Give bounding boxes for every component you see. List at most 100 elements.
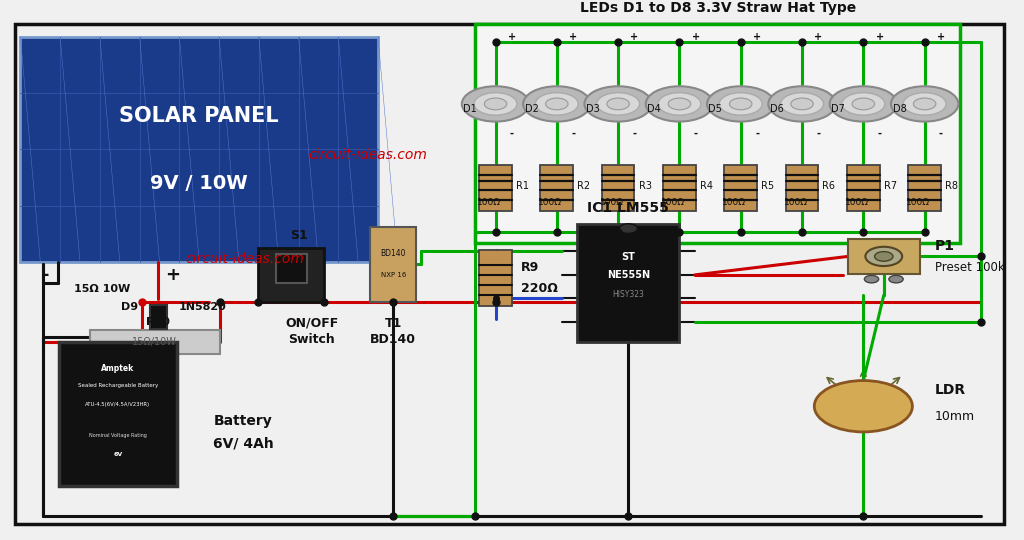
- Bar: [847, 165, 880, 211]
- Bar: [475, 24, 961, 243]
- Bar: [371, 227, 417, 302]
- Text: LEDs D1 to D8 3.3V Straw Hat Type: LEDs D1 to D8 3.3V Straw Hat Type: [580, 1, 856, 15]
- Circle shape: [536, 93, 579, 115]
- Text: SOLAR PANEL: SOLAR PANEL: [120, 106, 280, 126]
- Text: Nominal Voltage Rating: Nominal Voltage Rating: [89, 434, 147, 438]
- Text: 100Ω: 100Ω: [539, 198, 562, 207]
- Text: R4: R4: [699, 181, 713, 191]
- Text: 220Ω: 220Ω: [521, 282, 558, 295]
- Circle shape: [585, 86, 652, 122]
- Text: 6V: 6V: [114, 452, 123, 457]
- Text: +: +: [508, 32, 516, 42]
- Bar: [785, 165, 818, 211]
- Circle shape: [523, 86, 591, 122]
- Bar: [479, 249, 512, 306]
- Text: D7: D7: [831, 104, 845, 114]
- Circle shape: [597, 93, 640, 115]
- Text: 100Ω: 100Ω: [845, 198, 869, 207]
- Text: BD140: BD140: [371, 333, 417, 346]
- Circle shape: [620, 224, 638, 233]
- Text: Switch: Switch: [288, 333, 335, 346]
- Circle shape: [903, 93, 946, 115]
- Text: R2: R2: [578, 181, 591, 191]
- Bar: [258, 248, 325, 302]
- Text: 9V / 10W: 9V / 10W: [151, 173, 248, 193]
- Bar: [541, 165, 573, 211]
- Text: 6V/ 4Ah: 6V/ 4Ah: [213, 436, 273, 450]
- Circle shape: [462, 86, 529, 122]
- Text: BD140: BD140: [381, 249, 407, 258]
- Text: R10: R10: [146, 316, 170, 327]
- Circle shape: [852, 98, 874, 110]
- Text: -: -: [939, 129, 943, 138]
- Text: 10mm: 10mm: [935, 410, 975, 423]
- Bar: [908, 165, 941, 211]
- Circle shape: [474, 93, 517, 115]
- Circle shape: [791, 98, 813, 110]
- Text: -: -: [571, 129, 575, 138]
- Text: R5: R5: [761, 181, 774, 191]
- Circle shape: [707, 86, 774, 122]
- Text: 15Ω/10W: 15Ω/10W: [132, 337, 177, 347]
- Text: +: +: [165, 266, 180, 284]
- Text: D5: D5: [709, 104, 722, 114]
- Text: Preset 100k: Preset 100k: [935, 261, 1005, 274]
- Text: +: +: [753, 32, 761, 42]
- Text: R6: R6: [822, 181, 836, 191]
- Text: HISY323: HISY323: [612, 291, 644, 300]
- Text: IC1 LM555: IC1 LM555: [588, 201, 670, 215]
- Circle shape: [829, 86, 897, 122]
- Text: 15Ω 10W: 15Ω 10W: [74, 284, 130, 294]
- Text: LDR: LDR: [935, 383, 966, 397]
- Text: R9: R9: [521, 261, 540, 274]
- Text: ATU-4.5(6V/4.5A/V23HR): ATU-4.5(6V/4.5A/V23HR): [85, 402, 151, 407]
- Text: R8: R8: [945, 181, 958, 191]
- Text: 100Ω: 100Ω: [600, 198, 624, 207]
- Text: -: -: [878, 129, 882, 138]
- Text: -: -: [633, 129, 637, 138]
- Text: 100Ω: 100Ω: [783, 198, 808, 207]
- Circle shape: [729, 98, 752, 110]
- Text: +: +: [631, 32, 639, 42]
- Circle shape: [658, 93, 700, 115]
- Text: -: -: [42, 266, 50, 284]
- Bar: [602, 165, 635, 211]
- Text: T1: T1: [385, 317, 402, 330]
- Text: NXP 16: NXP 16: [381, 272, 407, 278]
- Text: circuit-ideas.com: circuit-ideas.com: [185, 252, 305, 266]
- Text: -: -: [755, 129, 759, 138]
- Text: 100Ω: 100Ω: [477, 198, 501, 207]
- Text: +: +: [876, 32, 884, 42]
- Circle shape: [874, 252, 893, 261]
- Text: R7: R7: [884, 181, 897, 191]
- Text: ON/OFF: ON/OFF: [285, 317, 338, 330]
- Circle shape: [780, 93, 823, 115]
- Text: Sealed Rechargeable Battery: Sealed Rechargeable Battery: [78, 383, 158, 388]
- Text: R3: R3: [639, 181, 651, 191]
- Text: Amptek: Amptek: [101, 363, 134, 373]
- Bar: [664, 165, 695, 211]
- Bar: [20, 37, 378, 262]
- Circle shape: [913, 98, 936, 110]
- Bar: [90, 330, 220, 354]
- Text: D6: D6: [770, 104, 783, 114]
- Circle shape: [889, 275, 903, 283]
- Text: ST: ST: [622, 252, 635, 262]
- Text: -: -: [694, 129, 697, 138]
- Circle shape: [768, 86, 836, 122]
- Text: D3: D3: [586, 104, 600, 114]
- Circle shape: [814, 381, 912, 432]
- Text: -: -: [816, 129, 820, 138]
- Text: 100Ω: 100Ω: [662, 198, 685, 207]
- Text: Battery: Battery: [214, 415, 272, 428]
- Circle shape: [842, 93, 885, 115]
- Circle shape: [719, 93, 762, 115]
- Text: S1: S1: [291, 228, 308, 241]
- Bar: [151, 305, 167, 329]
- Bar: [59, 342, 177, 487]
- Circle shape: [484, 98, 507, 110]
- Text: R1: R1: [516, 181, 529, 191]
- Text: +: +: [569, 32, 578, 42]
- Text: P1: P1: [935, 239, 954, 253]
- Text: NE555N: NE555N: [607, 270, 650, 280]
